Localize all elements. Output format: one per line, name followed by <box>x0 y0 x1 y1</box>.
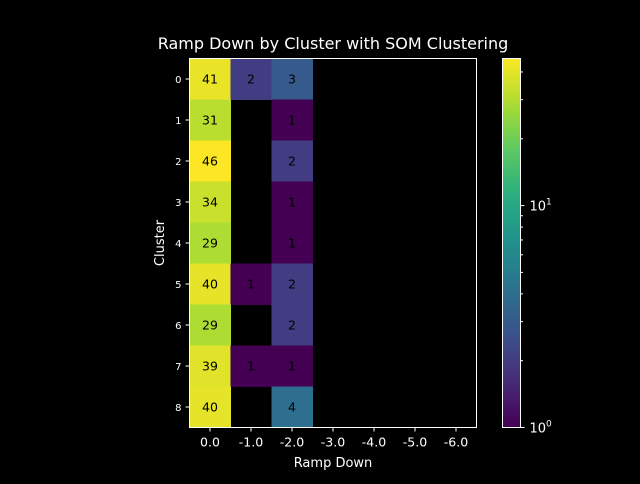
heatmap-cell <box>271 140 313 182</box>
colorbar-gradient <box>502 58 521 428</box>
cell-value-label: 2 <box>288 277 296 292</box>
heatmap-cell <box>189 304 231 346</box>
y-tick-label: 8 <box>175 403 181 414</box>
y-tick-label: 3 <box>175 198 181 209</box>
y-axis-label: Cluster <box>153 219 168 266</box>
heatmap-cell <box>189 58 231 100</box>
y-tick-label: 0 <box>175 75 181 86</box>
colorbar-tick-label: 101 <box>530 198 552 215</box>
y-tick-label: 5 <box>175 280 181 291</box>
heatmap-cell-labels: 41 2 3 31 1 46 2 34 1 29 1 40 1 2 29 2 39 1 1 40 4 <box>189 58 477 428</box>
y-tick-label: 2 <box>175 157 181 168</box>
heatmap-cell <box>271 181 313 223</box>
x-tick-label: -3.0 <box>321 435 345 450</box>
heatmap-cell <box>189 140 231 182</box>
heatmap-cell <box>271 58 313 100</box>
heatmap-cell <box>230 58 272 100</box>
heatmap-cell <box>271 222 313 264</box>
cell-value-label: 29 <box>202 236 218 251</box>
heatmap-cell <box>189 263 231 305</box>
heatmap-cells <box>189 58 477 428</box>
y-tick-label: 4 <box>175 239 181 250</box>
cell-value-label: 4 <box>288 400 296 415</box>
cell-value-label: 31 <box>202 113 218 128</box>
x-tick-label: -6.0 <box>444 435 468 450</box>
y-tick-label: 6 <box>175 321 181 332</box>
x-tick-label: -1.0 <box>239 435 263 450</box>
cell-value-label: 1 <box>247 359 255 374</box>
chart-title: Ramp Down by Cluster with SOM Clustering <box>158 34 509 53</box>
x-tick-label: 0.0 <box>200 435 220 450</box>
heatmap-cell <box>230 263 272 305</box>
colorbar-tick-label: 100 <box>530 420 553 437</box>
heatmap-cell <box>271 304 313 346</box>
x-axis-ticks: 0.0 -1.0 -2.0 -3.0 -4.0 -5.0 -6.0 <box>200 427 468 450</box>
cell-value-label: 1 <box>288 195 296 210</box>
cell-value-label: 39 <box>202 359 218 374</box>
heatmap-cell <box>271 99 313 141</box>
cell-value-label: 1 <box>288 359 296 374</box>
cell-value-label: 40 <box>202 400 218 415</box>
x-tick-label: -2.0 <box>280 435 304 450</box>
colorbar: 100 101 <box>502 58 553 437</box>
x-axis-label: Ramp Down <box>294 456 373 471</box>
cell-value-label: 46 <box>202 154 218 169</box>
cell-value-label: 41 <box>202 72 218 87</box>
y-tick-label: 1 <box>175 116 181 127</box>
cell-value-label: 2 <box>247 72 255 87</box>
x-tick-label: -5.0 <box>403 435 427 450</box>
y-tick-label: 7 <box>175 362 181 373</box>
heatmap-cell <box>271 386 313 428</box>
cell-value-label: 1 <box>288 113 296 128</box>
heatmap-cell <box>189 181 231 223</box>
cell-value-label: 1 <box>288 236 296 251</box>
cell-value-label: 3 <box>288 72 296 87</box>
y-axis-ticks: 0 1 2 3 4 5 6 7 8 <box>175 75 190 414</box>
cell-value-label: 34 <box>202 195 218 210</box>
cell-value-label: 29 <box>202 318 218 333</box>
heatmap-cell <box>271 263 313 305</box>
heatmap-cell <box>230 345 272 387</box>
cell-value-label: 2 <box>288 154 296 169</box>
cell-value-label: 2 <box>288 318 296 333</box>
heatmap-cell <box>271 345 313 387</box>
x-tick-label: -4.0 <box>362 435 386 450</box>
cell-value-label: 1 <box>247 277 255 292</box>
cell-value-label: 40 <box>202 277 218 292</box>
heatmap-cell <box>189 386 231 428</box>
heatmap-cell <box>189 345 231 387</box>
heatmap-cell <box>189 222 231 264</box>
heatmap-cell <box>189 99 231 141</box>
